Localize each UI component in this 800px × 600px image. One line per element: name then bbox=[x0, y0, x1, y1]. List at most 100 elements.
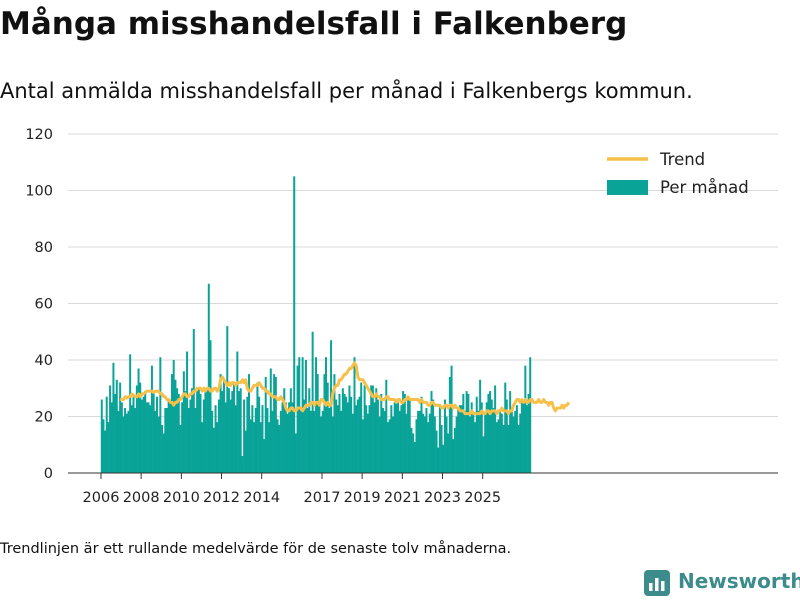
bar bbox=[125, 413, 128, 473]
bar bbox=[348, 385, 351, 473]
bar bbox=[328, 408, 331, 473]
bar bbox=[187, 408, 190, 473]
bar bbox=[206, 388, 209, 473]
bar bbox=[105, 396, 108, 473]
bar bbox=[415, 419, 418, 473]
bar bbox=[403, 393, 406, 473]
bar bbox=[343, 393, 346, 473]
bar bbox=[196, 391, 199, 473]
x-tick-label: 2025 bbox=[464, 490, 501, 506]
bar bbox=[460, 405, 463, 473]
bar bbox=[110, 402, 113, 474]
bar bbox=[373, 402, 376, 474]
bar bbox=[417, 410, 420, 473]
bar bbox=[341, 388, 344, 473]
bar bbox=[122, 416, 125, 473]
bar bbox=[112, 362, 115, 473]
bar bbox=[371, 385, 374, 473]
bar bbox=[155, 396, 158, 473]
bar bbox=[161, 424, 164, 473]
bar bbox=[207, 283, 210, 473]
bar bbox=[345, 396, 348, 473]
bar bbox=[397, 402, 400, 474]
y-tick-label: 100 bbox=[25, 184, 53, 200]
bar bbox=[477, 410, 480, 473]
bar bbox=[316, 374, 319, 474]
x-tick-label: 2006 bbox=[83, 490, 120, 506]
x-tick-label: 2019 bbox=[344, 490, 381, 506]
bar bbox=[361, 419, 364, 473]
bar bbox=[251, 405, 254, 473]
bar bbox=[216, 422, 219, 473]
bar bbox=[219, 374, 222, 474]
bar bbox=[418, 410, 421, 473]
bar bbox=[204, 388, 207, 473]
trend-layer bbox=[120, 361, 571, 416]
brand-logo[interactable]: Newsworthy bbox=[644, 568, 800, 600]
bar bbox=[176, 388, 179, 473]
bar bbox=[241, 456, 244, 473]
bar bbox=[298, 357, 301, 473]
bar bbox=[261, 405, 264, 473]
bar bbox=[291, 402, 294, 474]
x-tick-label: 2017 bbox=[304, 490, 341, 506]
bar bbox=[248, 374, 250, 474]
bar bbox=[140, 399, 143, 473]
bar bbox=[326, 382, 329, 473]
bar bbox=[375, 388, 378, 473]
bar bbox=[169, 399, 172, 473]
bar bbox=[522, 399, 525, 473]
bar bbox=[363, 385, 366, 473]
bar bbox=[159, 357, 162, 473]
bar bbox=[474, 422, 477, 473]
bar bbox=[102, 419, 105, 473]
bar bbox=[214, 405, 217, 473]
bar bbox=[497, 419, 500, 473]
bar-chart: 0 20 40 60 80 100 120 2006 2008 2010 2012 2014 2017… bbox=[25, 127, 778, 506]
bar bbox=[318, 402, 321, 474]
bar bbox=[199, 393, 202, 473]
bar bbox=[243, 399, 246, 473]
bar bbox=[157, 416, 160, 473]
bar bbox=[517, 424, 520, 473]
bar bbox=[117, 410, 120, 473]
bar bbox=[231, 391, 234, 473]
bar bbox=[266, 408, 269, 473]
bar bbox=[358, 396, 361, 473]
bar bbox=[351, 413, 354, 473]
bar bbox=[259, 422, 262, 473]
bar bbox=[500, 413, 503, 473]
bar bbox=[433, 416, 436, 473]
bar bbox=[256, 382, 259, 473]
bar bbox=[450, 365, 453, 473]
bar bbox=[366, 413, 369, 473]
bar bbox=[107, 422, 110, 473]
x-tick-label: 2014 bbox=[243, 490, 280, 506]
bar bbox=[263, 439, 266, 473]
bar bbox=[392, 416, 394, 473]
bar bbox=[238, 391, 241, 473]
bar bbox=[309, 410, 312, 473]
bar bbox=[430, 391, 433, 473]
bar bbox=[303, 399, 306, 473]
bar bbox=[189, 399, 192, 473]
bar bbox=[274, 376, 277, 473]
bar bbox=[400, 405, 403, 473]
y-tick-label: 60 bbox=[35, 297, 53, 313]
bar bbox=[437, 447, 440, 473]
bar bbox=[378, 416, 381, 473]
bar bbox=[479, 379, 482, 473]
bar bbox=[386, 422, 389, 473]
bar bbox=[306, 408, 309, 473]
bar bbox=[286, 413, 289, 473]
y-tick-label: 40 bbox=[35, 353, 53, 369]
bar bbox=[221, 391, 224, 473]
bar bbox=[453, 427, 456, 473]
bar bbox=[390, 405, 393, 473]
bar bbox=[174, 379, 177, 473]
bar bbox=[202, 399, 205, 473]
bar bbox=[222, 379, 225, 473]
bar bbox=[294, 433, 297, 473]
bar bbox=[279, 410, 282, 473]
bar bbox=[236, 351, 239, 473]
